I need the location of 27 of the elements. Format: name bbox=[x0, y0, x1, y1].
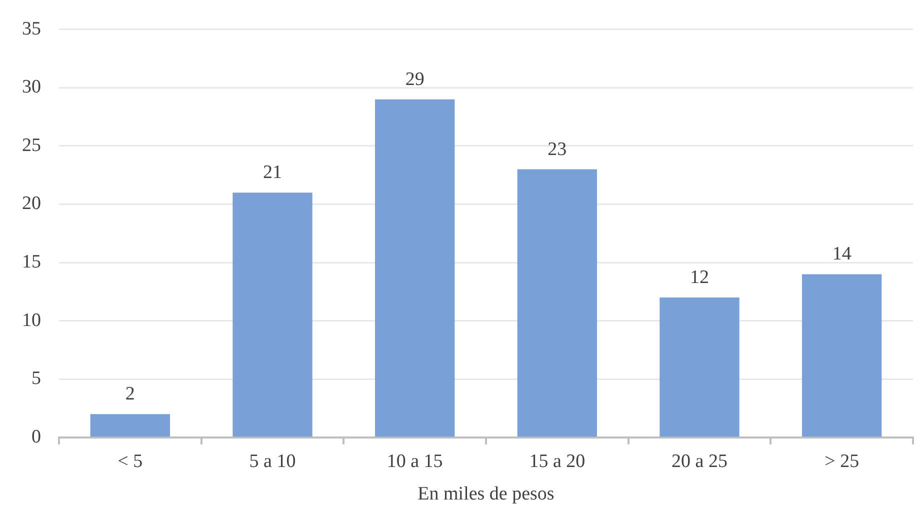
x-tick-label: < 5 bbox=[118, 450, 143, 472]
y-tick-label: 10 bbox=[22, 310, 41, 331]
bar bbox=[90, 414, 170, 437]
x-tick-label: 20 a 25 bbox=[672, 450, 728, 472]
bar bbox=[802, 274, 882, 437]
x-tick-label: 5 a 10 bbox=[249, 450, 296, 472]
x-tick-label: 10 a 15 bbox=[386, 450, 443, 472]
x-tick-label: 15 a 20 bbox=[529, 450, 586, 472]
y-tick-label: 20 bbox=[22, 193, 41, 214]
data-label: 2 bbox=[125, 384, 135, 405]
data-label: 21 bbox=[263, 162, 282, 184]
y-tick-label: 35 bbox=[22, 18, 41, 40]
data-label: 29 bbox=[405, 68, 424, 90]
data-label: 14 bbox=[832, 244, 852, 265]
y-tick-label: 15 bbox=[22, 252, 41, 273]
data-label: 12 bbox=[690, 267, 709, 288]
y-tick-label: 25 bbox=[22, 134, 41, 156]
data-label: 23 bbox=[548, 138, 567, 160]
bar bbox=[517, 169, 598, 437]
x-axis-title: En miles de pesos bbox=[418, 484, 554, 505]
y-tick-label: 0 bbox=[32, 426, 41, 448]
x-tick-label: > 25 bbox=[824, 450, 860, 472]
y-tick-label: 5 bbox=[32, 368, 41, 390]
bar bbox=[232, 192, 312, 437]
bar bbox=[374, 99, 455, 437]
y-tick-label: 30 bbox=[22, 76, 41, 98]
bar bbox=[660, 298, 740, 437]
